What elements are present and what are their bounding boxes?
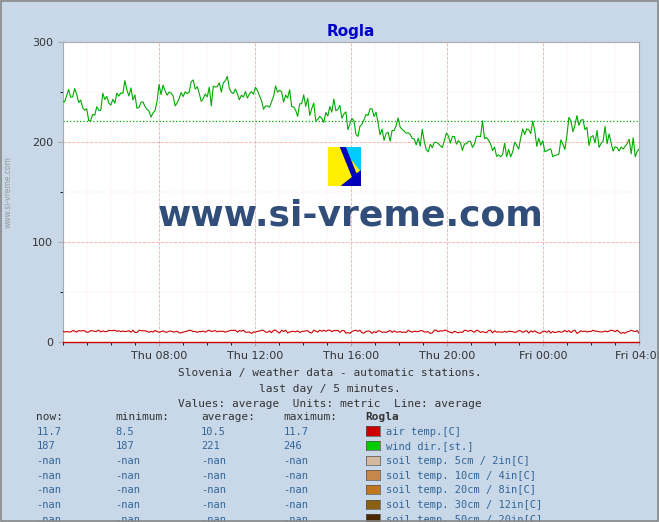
Text: 10.5: 10.5 (201, 427, 226, 437)
Text: soil temp. 50cm / 20in[C]: soil temp. 50cm / 20in[C] (386, 515, 542, 522)
Text: 11.7: 11.7 (36, 427, 61, 437)
Text: -nan: -nan (201, 485, 226, 495)
Text: soil temp. 20cm / 8in[C]: soil temp. 20cm / 8in[C] (386, 485, 536, 495)
Text: -nan: -nan (283, 500, 308, 510)
Text: -nan: -nan (115, 500, 140, 510)
Text: -nan: -nan (201, 471, 226, 481)
Text: now:: now: (36, 412, 63, 422)
Text: 11.7: 11.7 (283, 427, 308, 437)
Text: -nan: -nan (36, 515, 61, 522)
Text: www.si-vreme.com: www.si-vreme.com (158, 199, 544, 233)
Text: -nan: -nan (36, 500, 61, 510)
Text: Values: average  Units: metric  Line: average: Values: average Units: metric Line: aver… (178, 399, 481, 409)
Text: air temp.[C]: air temp.[C] (386, 427, 461, 437)
Text: -nan: -nan (201, 500, 226, 510)
Text: -nan: -nan (36, 485, 61, 495)
Polygon shape (341, 147, 361, 186)
Title: Rogla: Rogla (327, 24, 375, 39)
Text: -nan: -nan (115, 471, 140, 481)
Text: last day / 5 minutes.: last day / 5 minutes. (258, 384, 401, 394)
Text: -nan: -nan (283, 515, 308, 522)
Text: 246: 246 (283, 442, 302, 452)
Text: 221: 221 (201, 442, 219, 452)
Text: 8.5: 8.5 (115, 427, 134, 437)
Polygon shape (342, 147, 361, 171)
Text: minimum:: minimum: (115, 412, 169, 422)
Text: Rogla: Rogla (366, 412, 399, 422)
Text: soil temp. 10cm / 4in[C]: soil temp. 10cm / 4in[C] (386, 471, 536, 481)
Text: maximum:: maximum: (283, 412, 337, 422)
Text: -nan: -nan (283, 471, 308, 481)
Text: -nan: -nan (201, 515, 226, 522)
Text: -nan: -nan (115, 456, 140, 466)
Text: 187: 187 (115, 442, 134, 452)
Text: -nan: -nan (36, 456, 61, 466)
Text: -nan: -nan (115, 485, 140, 495)
Text: -nan: -nan (283, 485, 308, 495)
Text: soil temp. 5cm / 2in[C]: soil temp. 5cm / 2in[C] (386, 456, 529, 466)
Text: 187: 187 (36, 442, 55, 452)
Text: -nan: -nan (115, 515, 140, 522)
Text: Slovenia / weather data - automatic stations.: Slovenia / weather data - automatic stat… (178, 368, 481, 378)
Text: -nan: -nan (201, 456, 226, 466)
Text: -nan: -nan (283, 456, 308, 466)
Text: soil temp. 30cm / 12in[C]: soil temp. 30cm / 12in[C] (386, 500, 542, 510)
Text: -nan: -nan (36, 471, 61, 481)
Text: www.si-vreme.com: www.si-vreme.com (3, 156, 13, 228)
Text: average:: average: (201, 412, 255, 422)
Text: wind dir.[st.]: wind dir.[st.] (386, 442, 473, 452)
Polygon shape (342, 171, 361, 186)
